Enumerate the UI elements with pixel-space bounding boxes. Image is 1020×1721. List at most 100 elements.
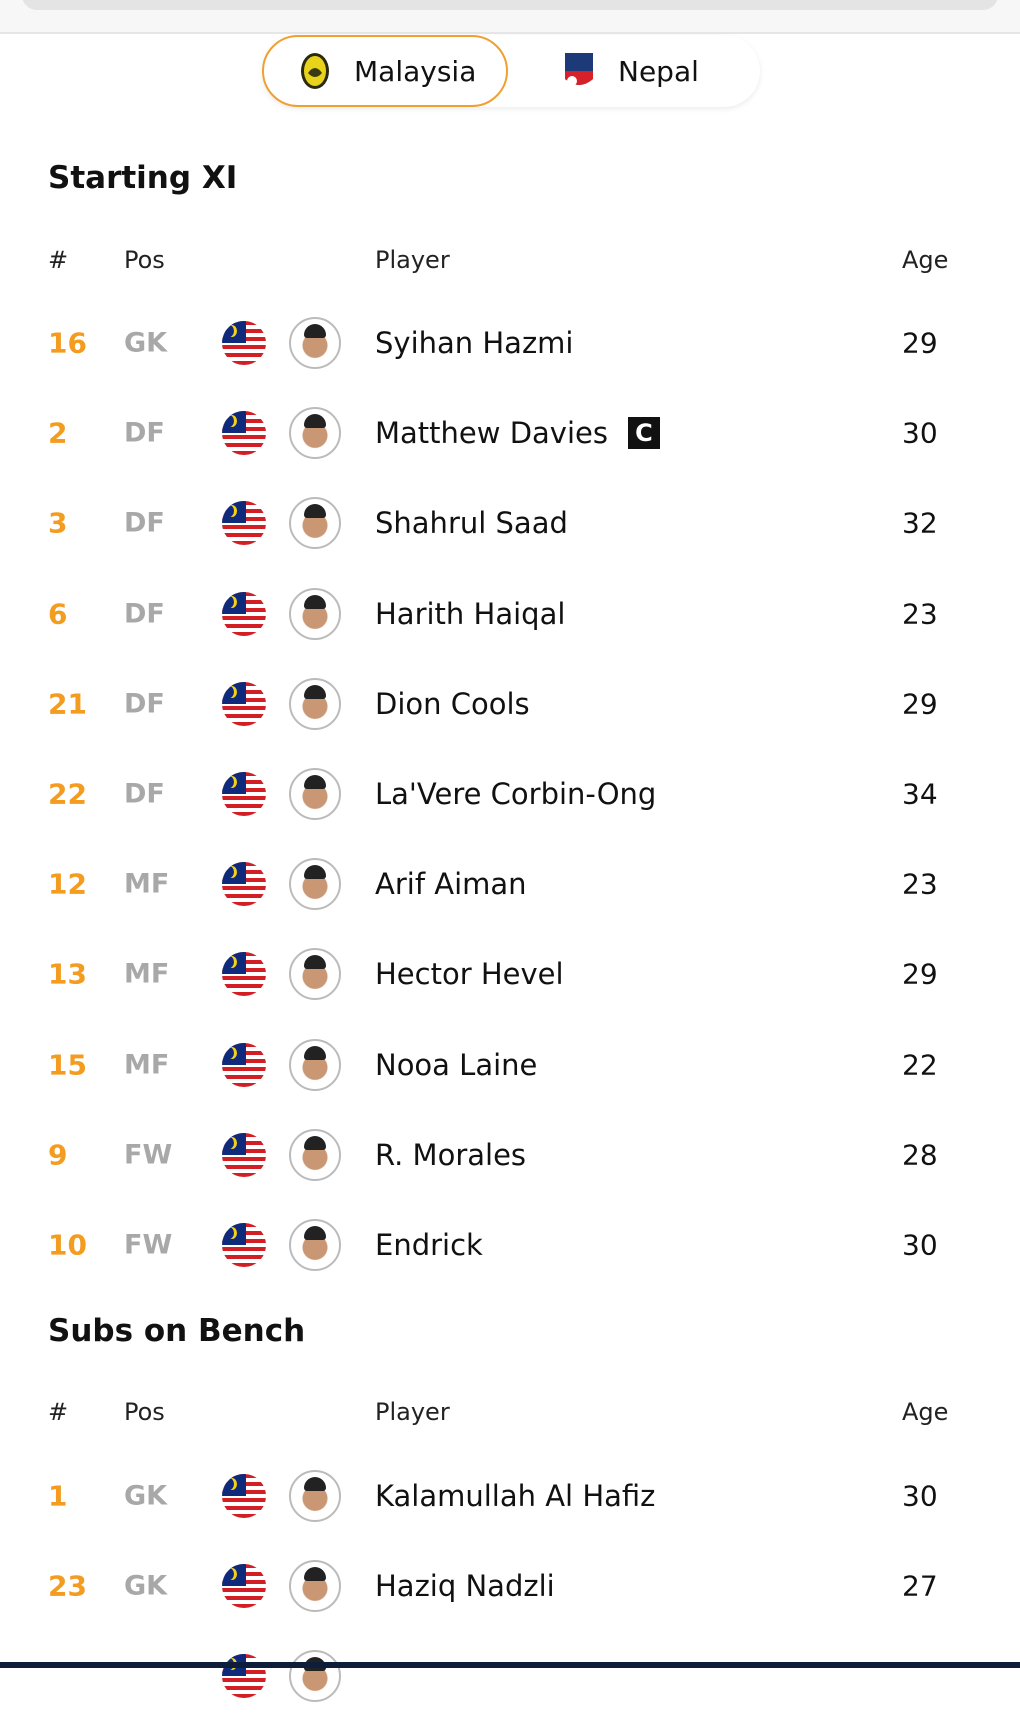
position: DF: [124, 507, 165, 539]
player-row[interactable]: 13 MF Hector Hevel 29: [0, 929, 1020, 1019]
player-name[interactable]: Nooa Laine: [375, 1047, 538, 1082]
malaysia-flag-icon: [222, 591, 266, 636]
player-name[interactable]: Endrick: [375, 1228, 483, 1262]
player-name[interactable]: Matthew Davies: [375, 416, 608, 451]
position: GK: [124, 327, 168, 359]
header-number: #: [48, 1398, 69, 1426]
column-headers: # Pos Player Age: [0, 1398, 1020, 1438]
header-age: Age: [902, 1398, 949, 1426]
malaysia-flag-icon: [222, 681, 266, 726]
player-avatar: [289, 677, 341, 730]
header-player: Player: [375, 1398, 450, 1426]
player-name-cell: Hector Hevel: [375, 957, 564, 991]
player-avatar: [289, 858, 341, 911]
player-age: 30: [902, 1479, 938, 1513]
player-name[interactable]: Hector Hevel: [375, 957, 564, 992]
player-row[interactable]: 23 GK Haziq Nadzli 27: [0, 1541, 1020, 1631]
player-name[interactable]: Syihan Hazmi: [375, 326, 574, 360]
column-headers: # Pos Player Age: [0, 246, 1020, 286]
player-age: 29: [902, 687, 938, 721]
header-number: #: [48, 246, 69, 274]
player-name-cell: Endrick: [375, 1228, 483, 1262]
player-row[interactable]: [0, 1631, 1020, 1721]
shirt-number: 3: [48, 506, 68, 540]
player-age: 34: [902, 777, 938, 811]
player-age: 23: [902, 867, 938, 901]
malaysia-flag-icon: [222, 772, 266, 816]
player-row[interactable]: 12 MF Arif Aiman 23: [0, 839, 1020, 929]
shirt-number: 21: [48, 687, 87, 721]
team-name: Malaysia: [354, 54, 477, 88]
shirt-number: 2: [48, 416, 68, 450]
player-name-cell: Syihan Hazmi: [375, 326, 573, 360]
player-row[interactable]: 16 GK Syihan Hazmi 29: [0, 298, 1020, 388]
player-row[interactable]: 3 DF Shahrul Saad 32: [0, 478, 1020, 568]
malaysia-flag-icon: [222, 1132, 266, 1177]
header-position: Pos: [124, 246, 165, 274]
player-avatar: [289, 948, 341, 1001]
team-toggle: Malaysia Nepal: [262, 35, 760, 107]
player-name[interactable]: Shahrul Saad: [375, 506, 568, 541]
shirt-number: 22: [48, 777, 87, 811]
shirt-number: 9: [48, 1138, 68, 1172]
malaysia-crest-icon: [301, 53, 329, 89]
player-name-cell: Arif Aiman: [375, 867, 527, 901]
search-bar[interactable]: [22, 0, 998, 10]
player-name-cell: Dion Cools: [375, 687, 530, 721]
captain-badge-icon: C: [627, 417, 660, 450]
player-avatar: [289, 1560, 341, 1613]
player-row[interactable]: 22 DF La'Vere Corbin-Ong 34: [0, 749, 1020, 839]
player-age: 28: [902, 1138, 938, 1172]
position: FW: [124, 1229, 173, 1261]
position: DF: [124, 598, 165, 630]
position: DF: [124, 688, 165, 720]
team-tab-malaysia[interactable]: Malaysia: [262, 35, 508, 107]
player-name[interactable]: Arif Aiman: [375, 867, 527, 902]
position: DF: [124, 417, 165, 449]
player-avatar: [289, 1470, 341, 1522]
player-row[interactable]: 6 DF Harith Haiqal 23: [0, 569, 1020, 659]
position: MF: [124, 958, 170, 990]
player-row[interactable]: 15 MF Nooa Laine 22: [0, 1020, 1020, 1110]
malaysia-flag-icon: [222, 1474, 266, 1518]
player-row[interactable]: 2 DF Matthew Davies C 30: [0, 388, 1020, 478]
position: GK: [124, 1570, 168, 1602]
shirt-number: 13: [48, 957, 87, 991]
shirt-number: 10: [48, 1228, 87, 1262]
player-name[interactable]: Dion Cools: [375, 686, 530, 721]
position: FW: [124, 1139, 173, 1171]
malaysia-flag-icon: [222, 952, 266, 997]
player-avatar: [289, 1128, 341, 1181]
player-avatar: [289, 1650, 341, 1703]
player-name[interactable]: Haziq Nadzli: [375, 1569, 555, 1604]
player-age: 29: [902, 957, 938, 991]
player-age: 23: [902, 597, 938, 631]
player-row[interactable]: 1 GK Kalamullah Al Hafiz 30: [0, 1451, 1020, 1541]
player-name-cell: Nooa Laine: [375, 1048, 537, 1082]
player-row[interactable]: 9 FW R. Morales 28: [0, 1110, 1020, 1200]
malaysia-flag-icon: [222, 1223, 266, 1267]
player-name[interactable]: Harith Haiqal: [375, 596, 566, 631]
player-name-cell: Matthew Davies C: [375, 416, 660, 450]
player-avatar: [289, 1219, 341, 1271]
player-row[interactable]: 21 DF Dion Cools 29: [0, 659, 1020, 749]
malaysia-flag-icon: [222, 1564, 266, 1609]
player-age: 32: [902, 506, 938, 540]
player-name-cell: La'Vere Corbin-Ong: [375, 777, 656, 811]
player-row[interactable]: 10 FW Endrick 30: [0, 1200, 1020, 1290]
nepal-crest-icon: [565, 53, 593, 86]
shirt-number: 23: [48, 1569, 87, 1603]
malaysia-flag-icon: [222, 1654, 266, 1699]
malaysia-flag-icon: [222, 862, 266, 907]
player-name[interactable]: R. Morales: [375, 1137, 527, 1172]
position: MF: [124, 868, 170, 900]
shirt-number: 1: [48, 1479, 68, 1513]
player-name[interactable]: La'Vere Corbin-Ong: [375, 777, 657, 811]
player-name[interactable]: Kalamullah Al Hafiz: [375, 1479, 656, 1513]
header-player: Player: [375, 246, 450, 274]
player-age: 30: [902, 1228, 938, 1262]
player-name-cell: R. Morales: [375, 1138, 526, 1172]
player-age: 22: [902, 1048, 938, 1082]
player-avatar: [289, 407, 341, 460]
team-tab-nepal[interactable]: Nepal: [562, 35, 699, 107]
